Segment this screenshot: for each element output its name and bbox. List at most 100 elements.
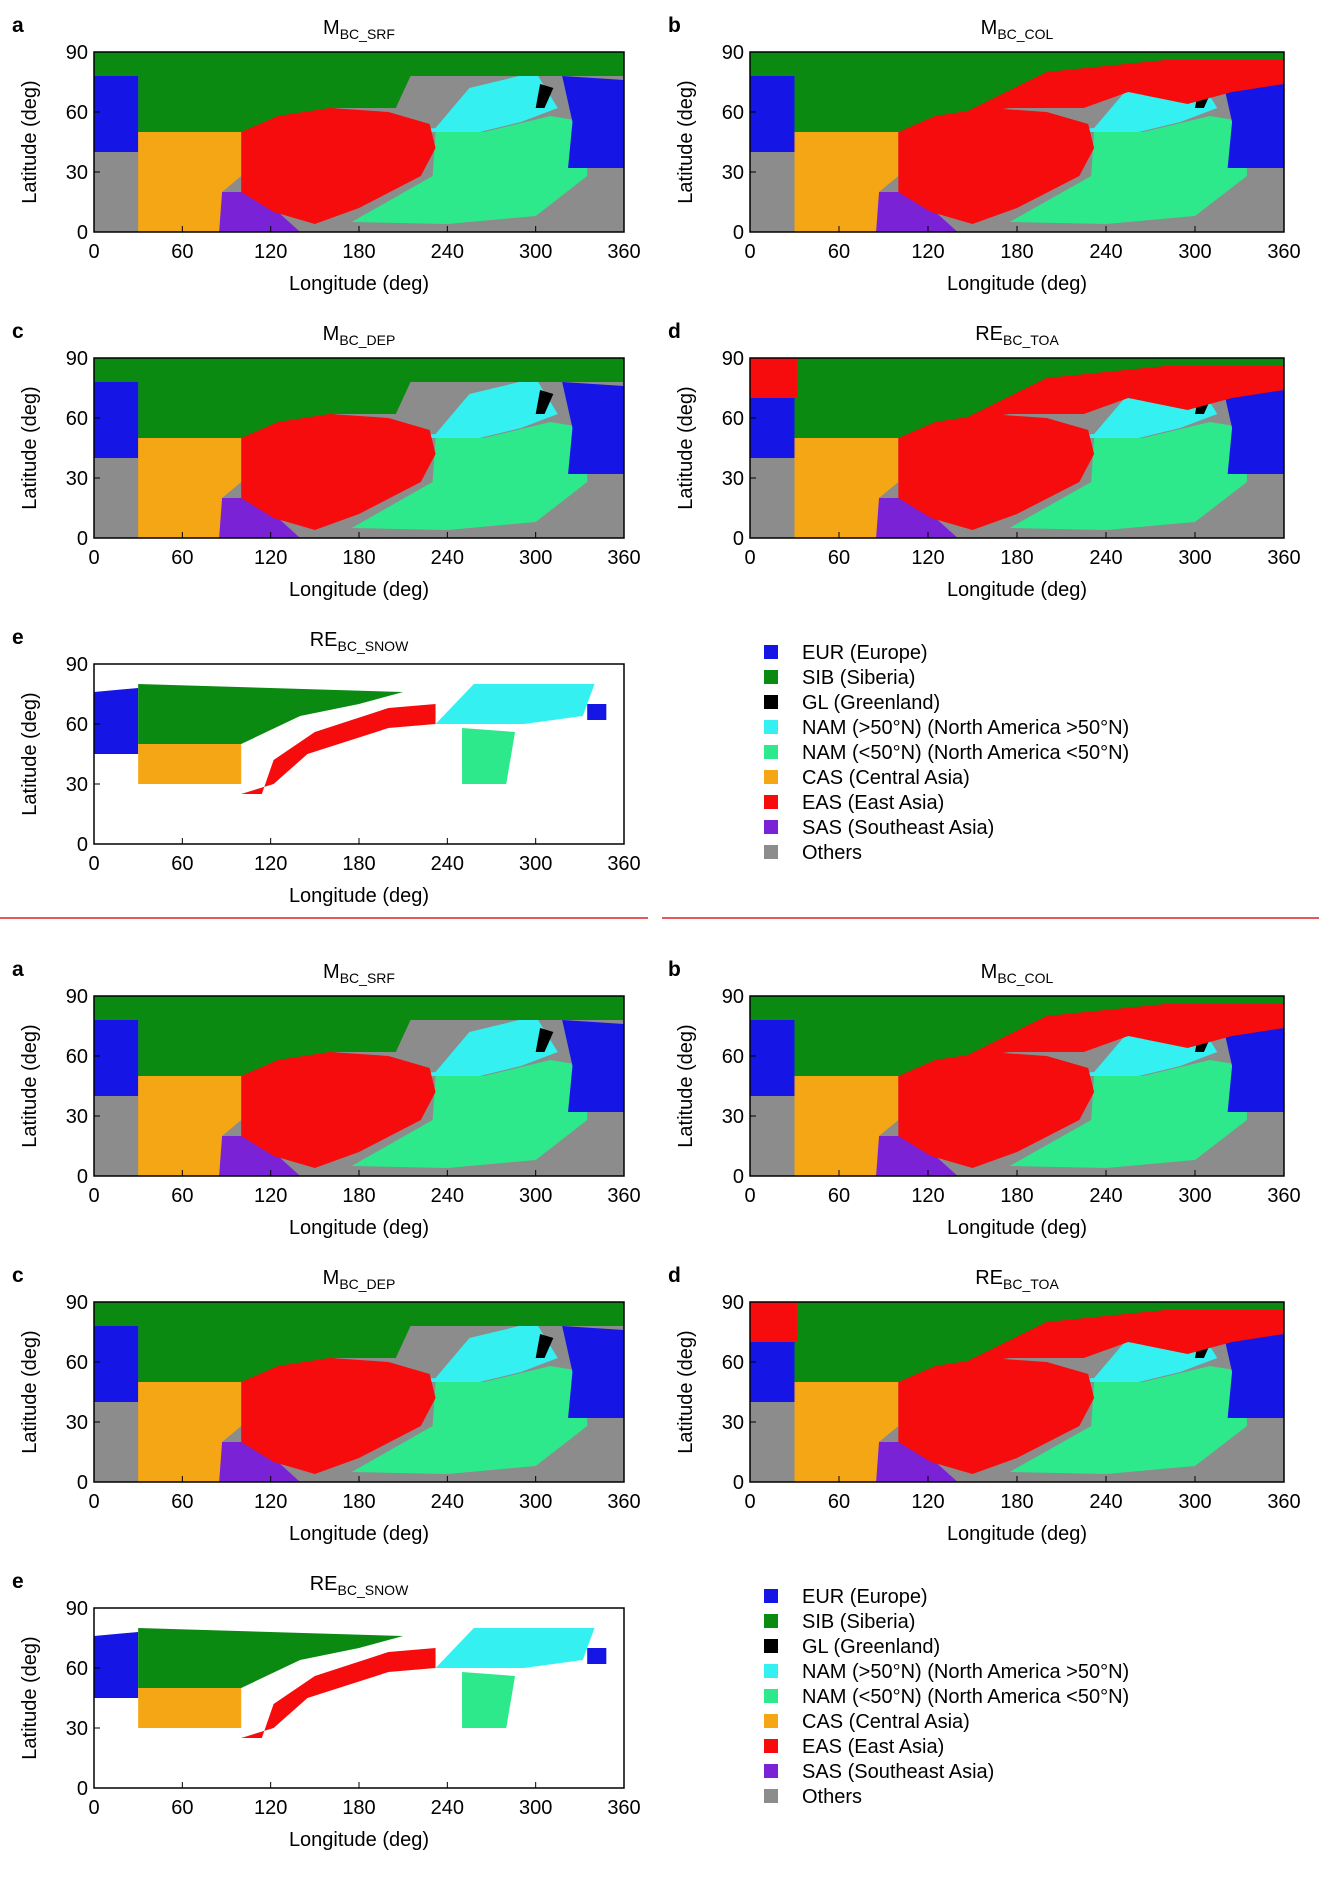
x-tick-label: 360 (607, 547, 640, 569)
x-tick-label: 240 (431, 1797, 464, 1819)
map-panel: 0 60 120 180 240 300 360 0 30 60 90 Longitude (deg)… (12, 1570, 641, 1851)
map-panel: 0 60 120 180 240 300 360 0 30 60 90 Longitude (deg)… (668, 320, 1301, 601)
x-tick-label: 120 (254, 1797, 287, 1819)
y-axis-label: Latitude (deg) (675, 80, 697, 203)
title-sub: BC_TOA (1003, 1276, 1059, 1292)
region (462, 1672, 516, 1728)
x-axis-label: Longitude (deg) (947, 579, 1087, 601)
map-regions (94, 358, 624, 538)
y-tick-label: 0 (77, 222, 88, 244)
legend-swatch (764, 1739, 778, 1753)
region (435, 1628, 595, 1668)
y-tick-label: 90 (722, 348, 744, 370)
map-regions (94, 1302, 624, 1482)
x-tick-label: 0 (88, 547, 99, 569)
map-panel: 0 60 120 180 240 300 360 0 30 60 90 Longitude (deg)… (668, 958, 1301, 1239)
region (1221, 1326, 1284, 1418)
map-regions (94, 996, 624, 1176)
legend-swatch (764, 720, 778, 734)
x-tick-label: 300 (519, 1797, 552, 1819)
panel-title: MBC_COL (981, 17, 1054, 42)
x-tick-label: 120 (911, 547, 944, 569)
x-tick-label: 60 (171, 1185, 193, 1207)
x-tick-label: 180 (342, 1491, 375, 1513)
y-axis-label: Latitude (deg) (19, 1024, 41, 1147)
region (138, 1076, 242, 1176)
region (535, 1334, 554, 1358)
title-sub: BC_COL (997, 26, 1053, 42)
panel-title: REBC_SNOW (310, 629, 409, 654)
y-tick-label: 30 (722, 468, 744, 490)
region (94, 1326, 139, 1402)
y-tick-label: 90 (66, 1292, 88, 1314)
y-tick-label: 90 (66, 42, 88, 64)
region (750, 382, 795, 458)
region (395, 378, 558, 438)
legend-label: NAM (<50°N) (North America <50°N) (802, 1686, 1129, 1708)
map-panel: 0 60 120 180 240 300 360 0 30 60 90 Longitude (deg)… (12, 320, 641, 601)
x-tick-label: 180 (1000, 1491, 1033, 1513)
region (562, 382, 624, 474)
legend-label: EUR (Europe) (802, 642, 928, 664)
region (957, 60, 1284, 116)
legend-label: GL (Greenland) (802, 692, 940, 714)
region (241, 414, 436, 530)
region (351, 422, 588, 530)
y-axis-label: Latitude (deg) (675, 1024, 697, 1147)
x-tick-label: 360 (1267, 547, 1300, 569)
map-regions (94, 684, 607, 794)
x-tick-label: 120 (254, 1491, 287, 1513)
x-axis-label: Longitude (deg) (947, 1523, 1087, 1545)
region (94, 1020, 139, 1096)
y-tick-label: 30 (66, 1412, 88, 1434)
y-axis-label: Latitude (deg) (675, 386, 697, 509)
title-main: M (323, 323, 340, 345)
region (219, 1136, 301, 1176)
region (1221, 382, 1284, 474)
x-tick-label: 0 (744, 547, 755, 569)
x-tick-label: 300 (1178, 241, 1211, 263)
title-sub: BC_COL (997, 970, 1053, 986)
region (138, 382, 411, 438)
title-sub: BC_DEP (339, 332, 395, 348)
x-tick-label: 240 (1089, 547, 1122, 569)
y-tick-label: 0 (733, 1166, 744, 1188)
panel-title: MBC_SRF (323, 961, 395, 986)
title-main: M (323, 17, 340, 39)
x-tick-label: 120 (254, 853, 287, 875)
legend-swatch (764, 695, 778, 709)
region (750, 1326, 795, 1402)
region (241, 108, 436, 224)
region (750, 1302, 798, 1342)
map-regions (750, 996, 1284, 1176)
region (395, 1016, 558, 1076)
legend-label: NAM (<50°N) (North America <50°N) (802, 742, 1129, 764)
title-main: RE (975, 323, 1003, 345)
y-axis-label: Latitude (deg) (19, 80, 41, 203)
region (241, 704, 436, 794)
legend-label: SIB (Siberia) (802, 667, 915, 689)
legend-label: EUR (Europe) (802, 1586, 928, 1608)
region (395, 1322, 558, 1382)
x-tick-label: 120 (254, 547, 287, 569)
region (794, 76, 1069, 132)
region (435, 684, 595, 724)
y-tick-label: 60 (722, 408, 744, 430)
y-tick-label: 60 (66, 1352, 88, 1374)
legend-label: EAS (East Asia) (802, 792, 944, 814)
x-tick-label: 240 (431, 1185, 464, 1207)
region (241, 1648, 436, 1738)
region (1221, 76, 1284, 168)
y-axis-label: Latitude (deg) (19, 692, 41, 815)
region (750, 358, 798, 398)
y-tick-label: 0 (77, 1778, 88, 1800)
x-tick-label: 240 (1089, 1185, 1122, 1207)
legend-label: Others (802, 1786, 862, 1808)
title-sub: BC_DEP (339, 1276, 395, 1292)
x-tick-label: 60 (171, 1491, 193, 1513)
region (138, 1688, 242, 1728)
region (138, 438, 242, 538)
region (957, 1004, 1284, 1060)
y-tick-label: 30 (722, 1412, 744, 1434)
x-tick-label: 0 (744, 241, 755, 263)
